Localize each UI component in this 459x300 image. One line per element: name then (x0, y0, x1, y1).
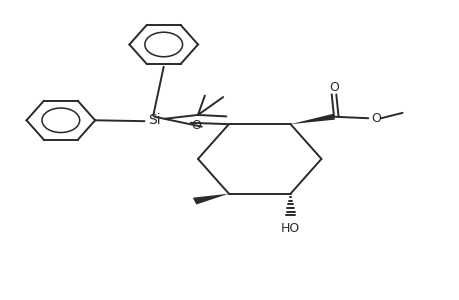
Text: HO: HO (280, 222, 300, 235)
Text: O: O (371, 112, 381, 125)
Polygon shape (192, 194, 229, 205)
Text: O: O (328, 80, 338, 94)
Text: Si: Si (148, 113, 161, 127)
Text: O: O (191, 119, 201, 132)
Polygon shape (290, 114, 335, 124)
